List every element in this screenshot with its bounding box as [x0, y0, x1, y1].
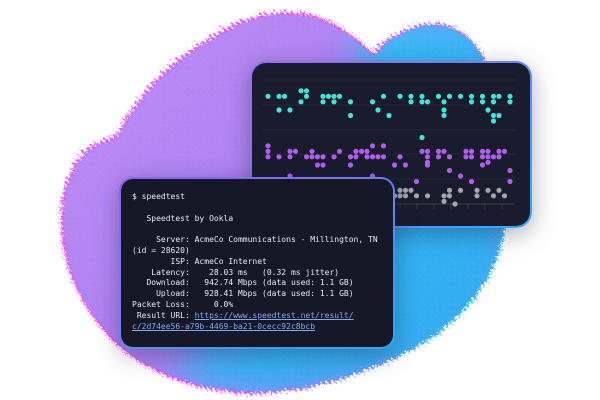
terminal-card: $ speedtest Speedtest by Ookla Server: A…: [119, 177, 395, 349]
result-url-link[interactable]: https://www.speedtest.net/result/ c/2d74…: [132, 310, 354, 331]
terminal-text: $ speedtest Speedtest by Ookla Server: A…: [132, 192, 378, 320]
violet-dot-band: [265, 143, 513, 185]
teal-dot-band: [265, 88, 513, 141]
dot-plot-gridlines: [262, 79, 516, 180]
terminal-output: $ speedtest Speedtest by Ookla Server: A…: [121, 179, 393, 345]
